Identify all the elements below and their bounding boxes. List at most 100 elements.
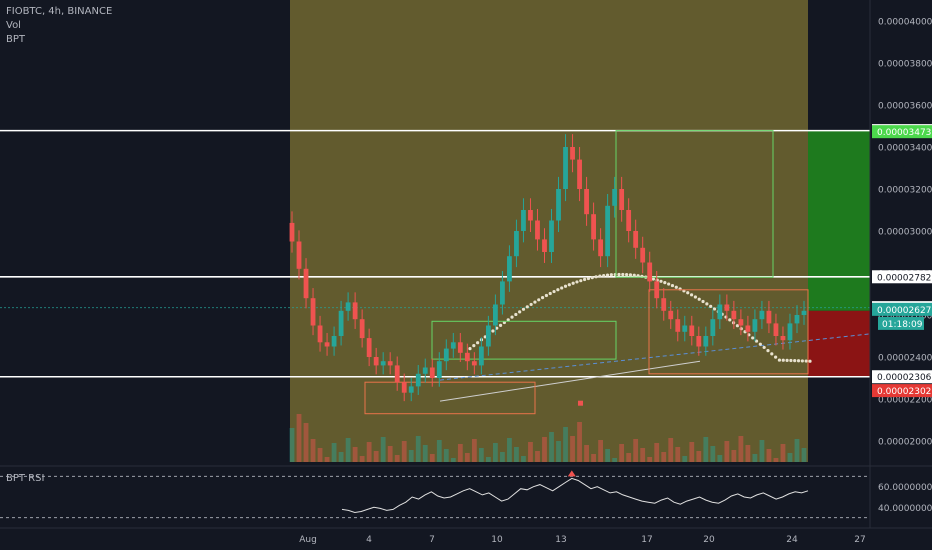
candle-body: [401, 382, 407, 393]
volume-bar: [366, 442, 372, 462]
ma-dot: [552, 289, 556, 294]
volume-bar: [535, 451, 540, 462]
ma-dot: [575, 280, 579, 284]
ma-dot: [777, 358, 782, 362]
channel-box: [364, 381, 536, 415]
ma-dot: [567, 283, 571, 287]
candle-body: [787, 323, 793, 341]
y-tick-label: 0.00002000: [878, 438, 932, 448]
candle-body: [429, 367, 435, 378]
volume-bar: [338, 452, 344, 462]
ma-dot: [598, 274, 602, 278]
volume-bar: [394, 455, 400, 462]
y-tick-label: 0.00002200: [878, 396, 932, 406]
y-tick-label: 0.00003400: [878, 144, 932, 154]
time-axis[interactable]: Aug 4 7 10 13 17 20 24 27: [0, 527, 932, 545]
volume-bar: [619, 444, 625, 462]
candle-body: [303, 268, 309, 299]
volume-bar: [745, 445, 751, 462]
price-axis[interactable]: 0.00004000 0.00003800 0.00003600 0.00003400…: [869, 0, 932, 528]
volume-bar: [591, 454, 596, 462]
ma-dot: [701, 299, 705, 304]
candle-body: [745, 325, 751, 332]
ma-dot: [544, 293, 549, 298]
volume-bar: [436, 440, 442, 462]
volume-bar: [647, 457, 653, 462]
x-tick-label: 13: [555, 535, 566, 545]
candle-body: [492, 304, 498, 326]
price-tag-label: 0.00003473: [877, 128, 931, 138]
ma-dot: [621, 272, 625, 277]
ma-dot: [472, 344, 476, 348]
price-tag-label: 0.00002627: [877, 306, 931, 316]
candle-body: [535, 220, 540, 240]
rsi-legend[interactable]: BPT RSI: [6, 473, 45, 484]
ma-dot: [537, 298, 541, 302]
volume-bar: [415, 436, 421, 462]
volume-bar: [471, 439, 477, 462]
volume-bar: [380, 437, 386, 462]
volume-bar: [801, 448, 807, 462]
candle-body: [661, 298, 667, 311]
candle-body: [521, 210, 526, 231]
candle-body: [591, 214, 596, 240]
ma-dot: [674, 285, 678, 289]
candle-body: [317, 325, 323, 343]
level-price-label: 0.00002306: [877, 373, 932, 383]
level-price-tag: [872, 370, 932, 384]
volume-bar: [626, 453, 632, 462]
x-tick-label: 24: [786, 535, 798, 545]
candle-body: [338, 310, 344, 336]
ma-dot: [468, 347, 472, 351]
volume-bar: [563, 427, 568, 462]
candle-body: [500, 281, 505, 305]
ma-dot: [506, 318, 510, 322]
candle-body: [619, 189, 625, 210]
volume-bar: [577, 422, 582, 462]
candle-body: [563, 147, 568, 189]
volume-legend[interactable]: Vol: [6, 20, 21, 31]
candle-body: [289, 222, 295, 242]
ma-dot: [609, 273, 613, 277]
volume-bar: [331, 443, 337, 462]
candle-body: [640, 247, 646, 263]
rsi-line: [341, 477, 809, 514]
candle-body: [668, 310, 674, 320]
rsi-signal-marker: [567, 470, 576, 477]
volume-bar: [542, 437, 547, 462]
volume-bar: [387, 446, 393, 462]
volume-bar: [528, 442, 533, 462]
candle-body: [478, 346, 484, 366]
level-price-label: 0.00002782: [877, 273, 931, 283]
volume-bar: [710, 446, 716, 462]
ma-dot: [667, 282, 671, 286]
candle-body: [556, 189, 561, 221]
volume-bar: [450, 458, 456, 462]
candle-body: [801, 310, 807, 315]
ma-dot: [583, 277, 587, 282]
candle-body: [387, 361, 393, 366]
indicator-legend[interactable]: BPT: [6, 34, 25, 45]
price-tag: [878, 316, 924, 330]
candle-body: [514, 231, 519, 257]
ma-dot: [491, 329, 495, 333]
ma-dot: [525, 305, 529, 309]
price-tag: [872, 125, 932, 139]
candle-body: [577, 159, 582, 189]
candle-body: [528, 210, 533, 221]
price-tag: [872, 302, 932, 316]
candle-body: [717, 304, 723, 320]
x-tick-label: 10: [491, 535, 503, 545]
volume-bar: [443, 449, 449, 462]
volume-bar: [668, 438, 674, 462]
volume-bar: [633, 439, 639, 462]
highlight-zone: [290, 0, 808, 462]
volume-bar: [485, 457, 491, 462]
volume-bar: [612, 458, 618, 462]
candle-body: [773, 323, 779, 336]
volume-bar: [345, 438, 351, 462]
symbol-legend[interactable]: FIOBTC, 4h, BINANCE: [6, 6, 113, 17]
ma-dot: [712, 307, 717, 311]
y-tick-label: 0.00003200: [878, 186, 932, 196]
